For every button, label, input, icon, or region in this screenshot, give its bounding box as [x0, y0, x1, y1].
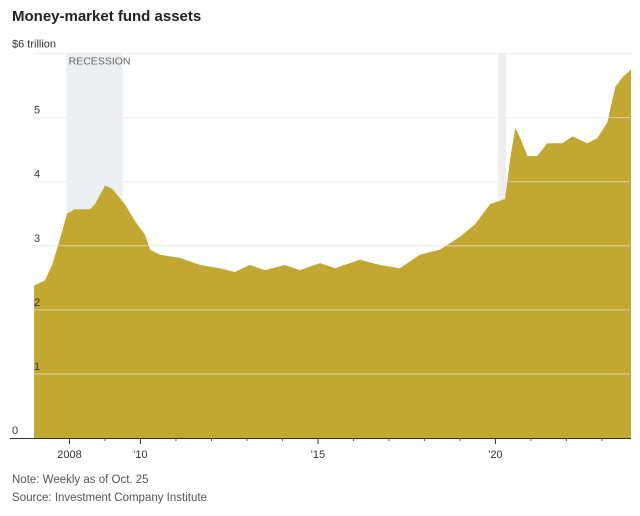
- y-tick-label: 1: [34, 361, 40, 373]
- y-tick-label: 5: [34, 105, 40, 117]
- y-tick-label: 3: [34, 233, 40, 245]
- x-tick-label: 2008: [57, 449, 81, 461]
- chart-title: Money-market fund assets: [12, 8, 201, 25]
- x-tick-label: '20: [488, 449, 502, 461]
- footnote: Note: Weekly as of Oct. 25: [12, 474, 149, 486]
- y-tick-label: 0: [12, 425, 18, 437]
- source-note: Source: Investment Company Institute: [12, 492, 207, 504]
- x-tick-label: '10: [133, 449, 147, 461]
- y-tick-label: 2: [34, 297, 40, 309]
- x-tick-label: '15: [311, 449, 325, 461]
- area-series: [34, 69, 631, 438]
- y-tick-label: 4: [34, 169, 40, 181]
- shading-label: RECESSION: [69, 56, 131, 68]
- y-axis-label: $6 trillion: [12, 39, 56, 51]
